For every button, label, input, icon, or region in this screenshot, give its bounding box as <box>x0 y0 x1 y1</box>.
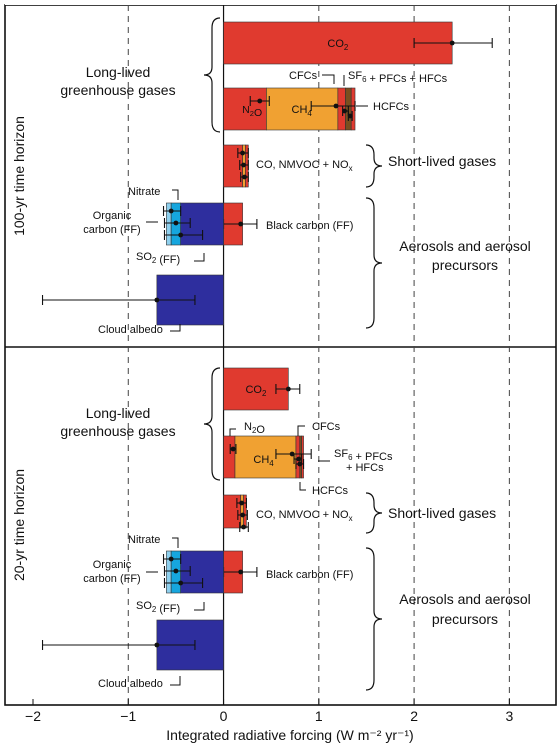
p100-group-short-lived: Short-lived gases <box>388 153 496 169</box>
p100-label-sf6: SF6 + PFCs + HFCs <box>348 70 448 85</box>
p100-brace-aerosols <box>365 197 383 329</box>
p100-err-ghg-point <box>347 113 353 119</box>
p20-err-cloud-point <box>154 642 160 648</box>
p20-group-short-lived: Short-lived gases <box>388 505 496 521</box>
x-tick-label: −1 <box>120 708 136 724</box>
p20-brace-aerosols <box>365 547 383 691</box>
p20-label-sf6-1: SF6 + PFCs <box>334 448 393 463</box>
p20-err-ghg-point <box>296 456 302 462</box>
p100-group-aerosols-1: Aerosols and aerosol <box>399 238 531 254</box>
panel-title-20yr: 20-yr time horizon <box>11 469 27 581</box>
p20-err-short-point <box>241 524 246 530</box>
p20-err-ghg-point <box>289 451 295 457</box>
p20-label-co2: CO2 <box>245 384 266 398</box>
p100-lead-cloud <box>170 324 181 332</box>
p100-err-aerosol-point <box>168 208 174 214</box>
p20-bar-so2 <box>180 550 224 594</box>
p100-bar-hcfcs <box>350 87 356 131</box>
p100-err-cloud-point <box>154 297 160 303</box>
p100-err-aerosol-point <box>178 232 184 238</box>
p100-label-organic-2: carbon (FF) <box>83 224 140 236</box>
p20-err-co2-point <box>285 386 291 392</box>
p20-label-cfcs: CFCs <box>312 421 341 433</box>
p100-err-short-point <box>241 162 246 168</box>
p20-label-organic-2: carbon (FF) <box>83 573 140 585</box>
p100-group-long-lived-2: greenhouse gases <box>60 82 175 98</box>
p20-group-long-lived-2: greenhouse gases <box>60 423 175 439</box>
p20-err-black-carbon-point <box>238 569 244 575</box>
p100-err-short-point <box>242 174 247 180</box>
p20-lead-so2 <box>194 602 205 611</box>
p100-err-black-carbon-point <box>238 221 244 227</box>
top-strip <box>5 0 556 5</box>
p20-err-aerosol-point <box>173 568 179 574</box>
p20-group-aerosols-2: precursors <box>432 611 498 627</box>
p20-lead-nitrate <box>172 537 179 548</box>
p20-label-hcfcs: HCFCs <box>312 485 349 497</box>
p20-label-nitrate: Nitrate <box>128 534 160 546</box>
p20-group-aerosols-1: Aerosols and aerosol <box>399 591 531 607</box>
p20-label-cloud: Cloud albedo <box>98 678 163 690</box>
p20-err-ghg-point <box>297 461 303 467</box>
p20-brace-long-lived <box>203 367 221 481</box>
p100-lead-nitrate <box>172 189 179 200</box>
p100-err-aerosol-point <box>173 220 179 226</box>
p20-err-aerosol-point <box>178 580 184 586</box>
p100-label-cfcs: CFCs <box>289 70 318 82</box>
p20-group-long-lived-1: Long-lived <box>86 405 151 421</box>
x-tick-label: 0 <box>220 708 228 724</box>
x-axis-label: Integrated radiative forcing (W m⁻² yr⁻¹… <box>166 727 413 743</box>
p20-brace-short <box>365 492 383 534</box>
x-tick-label: 2 <box>410 708 418 724</box>
p100-label-ch4: CH4 <box>292 104 313 118</box>
p20-err-short-point <box>240 512 246 518</box>
p20-label-so2: SO2 (FF) <box>136 600 180 615</box>
p20-bar-short-1 <box>240 494 244 529</box>
p100-label-nitrate: Nitrate <box>128 186 160 198</box>
p20-err-ghg-point <box>230 446 236 452</box>
p20-lead-hcfcs <box>299 482 306 491</box>
x-tick-label: −2 <box>25 708 41 724</box>
p20-err-short-point <box>239 500 245 506</box>
p100-err-co2-point <box>449 40 455 46</box>
p100-group-long-lived-1: Long-lived <box>86 64 151 80</box>
p100-label-co2: CO2 <box>327 38 348 52</box>
p100-err-ghg-point <box>333 103 339 109</box>
p100-bar-so2 <box>180 202 224 246</box>
p100-label-co-nmvoc: CO, NMVOC + NOx <box>256 159 353 173</box>
p20-label-black-carbon: Black carbon (FF) <box>266 569 353 581</box>
p100-label-so2: SO2 (FF) <box>136 251 180 266</box>
p100-label-n2o: N2O <box>242 104 262 119</box>
p20-label-sf6-2: + HFCs <box>346 462 384 474</box>
p100-group-aerosols-2: precursors <box>432 257 498 273</box>
p20-err-aerosol-point <box>168 556 174 562</box>
p100-label-black-carbon: Black carbon (FF) <box>266 220 353 232</box>
p100-brace-short <box>365 144 383 188</box>
p100-label-cloud: Cloud albedo <box>98 324 163 336</box>
p100-lead-cfcs <box>322 74 335 84</box>
x-tick-label: 3 <box>505 708 513 724</box>
p20-label-organic-1: Organic <box>93 559 132 571</box>
p20-bar-n2o <box>223 435 236 479</box>
p100-label-organic-1: Organic <box>93 210 132 222</box>
x-tick-label: 1 <box>315 708 323 724</box>
p20-label-ch4: CH4 <box>253 454 274 468</box>
p100-label-hcfcs: HCFCs <box>373 101 410 113</box>
p20-label-co-nmvoc: CO, NMVOC + NOx <box>256 509 353 523</box>
p20-lead-cloud <box>170 676 181 686</box>
panel-title-100yr: 100-yr time horizon <box>11 116 27 236</box>
p100-bar-n2o <box>223 87 267 131</box>
p100-bar-ch4 <box>266 87 339 131</box>
p100-err-short-point <box>240 150 246 156</box>
p20-lead-cfcs <box>297 425 305 436</box>
p20-bar-ch4 <box>234 435 297 479</box>
p100-err-ghg-point <box>342 108 347 114</box>
p100-lead-so2 <box>194 253 205 262</box>
p20-lead-n2o <box>229 428 236 436</box>
p100-brace-long-lived <box>203 17 221 133</box>
p100-err-ghg-point <box>257 98 263 104</box>
p20-label-n2o: N2O <box>244 421 265 436</box>
